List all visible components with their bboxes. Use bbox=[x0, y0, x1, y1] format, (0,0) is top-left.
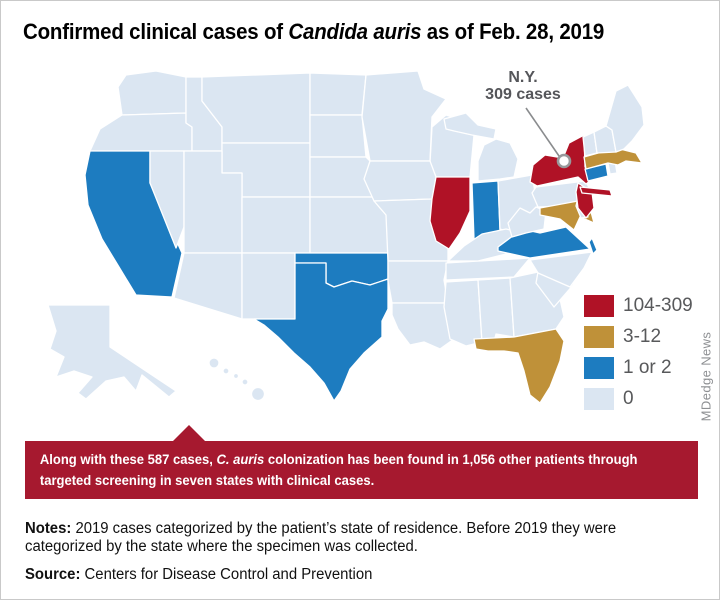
legend-row: 104-309 bbox=[584, 295, 693, 317]
banner-line-1: Along with these 587 cases, C. auris col… bbox=[40, 449, 651, 470]
callout-leader-line bbox=[525, 107, 560, 157]
state-florida bbox=[473, 328, 565, 404]
legend-swatch-104-309 bbox=[584, 295, 614, 317]
legend-swatch-0 bbox=[584, 388, 614, 410]
state-texas bbox=[253, 262, 389, 402]
banner-text: Along with these 587 cases, C. auris col… bbox=[25, 441, 651, 491]
state-mississippi bbox=[443, 279, 483, 347]
legend-row: 3-12 bbox=[584, 326, 693, 348]
map-legend: 104-309 3-12 1 or 2 0 bbox=[584, 295, 693, 419]
banner-pointer-triangle bbox=[173, 425, 205, 441]
credit-mdedge-news: MDedge News bbox=[698, 331, 714, 422]
state-illinois bbox=[429, 176, 471, 250]
state-oregon bbox=[89, 112, 193, 152]
notes-line-1: Notes: 2019 cases categorized by the pat… bbox=[25, 520, 616, 538]
notes-text: Notes: 2019 cases categorized by the pat… bbox=[25, 520, 616, 556]
legend-label: 0 bbox=[623, 388, 634, 409]
state-hawaii bbox=[208, 357, 266, 402]
title-italic-species: Candida auris bbox=[288, 19, 422, 44]
legend-swatch-1-or-2 bbox=[584, 357, 614, 379]
state-alabama bbox=[477, 277, 515, 343]
state-nevada bbox=[149, 150, 185, 249]
state-kansas bbox=[309, 196, 389, 254]
state-minnesota bbox=[361, 70, 447, 162]
page-title: Confirmed clinical cases of Candida auri… bbox=[23, 19, 604, 45]
state-michigan-upper bbox=[443, 112, 497, 140]
state-arizona bbox=[173, 252, 243, 320]
title-prefix: Confirmed clinical cases of bbox=[23, 19, 289, 44]
banner-line1-post: colonization has been found in 1,056 oth… bbox=[264, 451, 638, 467]
state-michigan-mitten bbox=[477, 138, 519, 182]
state-alaska bbox=[47, 304, 177, 400]
legend-label: 3-12 bbox=[623, 326, 662, 347]
state-iowa bbox=[363, 160, 437, 202]
state-virginia-eastern-shore bbox=[588, 237, 598, 255]
us-choropleth-map bbox=[47, 70, 645, 404]
ny-marker-circle bbox=[556, 153, 572, 169]
title-suffix: as of Feb. 28, 2019 bbox=[421, 19, 605, 44]
callout-banner: Along with these 587 cases, C. auris col… bbox=[25, 425, 698, 499]
source-text: Source: Centers for Disease Control and … bbox=[25, 566, 372, 584]
state-north-carolina bbox=[529, 251, 593, 288]
notes-line1-text: 2019 cases categorized by the patient’s … bbox=[75, 520, 617, 537]
banner-line1-pre: Along with these 587 cases, bbox=[39, 451, 217, 467]
source-value: Centers for Disease Control and Preventi… bbox=[84, 566, 373, 583]
legend-label: 1 or 2 bbox=[623, 357, 672, 378]
notes-label: Notes: bbox=[25, 520, 72, 537]
legend-label: 104-309 bbox=[623, 295, 693, 316]
source-label: Source: bbox=[25, 566, 81, 583]
ny-callout-label: N.Y. 309 cases bbox=[453, 69, 593, 103]
state-colorado bbox=[241, 196, 311, 254]
state-washington bbox=[117, 70, 187, 116]
banner-line-2: targeted screening in seven states with … bbox=[39, 472, 375, 488]
legend-swatch-3-12 bbox=[584, 326, 614, 348]
banner-line1-species: C. auris bbox=[216, 451, 265, 467]
legend-row: 1 or 2 bbox=[584, 357, 693, 379]
ny-callout-state: N.Y. bbox=[508, 69, 538, 86]
state-arkansas bbox=[387, 260, 449, 304]
state-maine bbox=[605, 84, 645, 153]
notes-line-2: categorized by the state where the speci… bbox=[25, 538, 418, 555]
state-new-york-long-island bbox=[579, 186, 613, 197]
state-north-dakota bbox=[309, 72, 367, 116]
ny-callout-cases: 309 cases bbox=[485, 86, 561, 103]
legend-row: 0 bbox=[584, 388, 693, 410]
state-new-mexico bbox=[241, 252, 296, 320]
state-south-dakota bbox=[309, 114, 367, 158]
